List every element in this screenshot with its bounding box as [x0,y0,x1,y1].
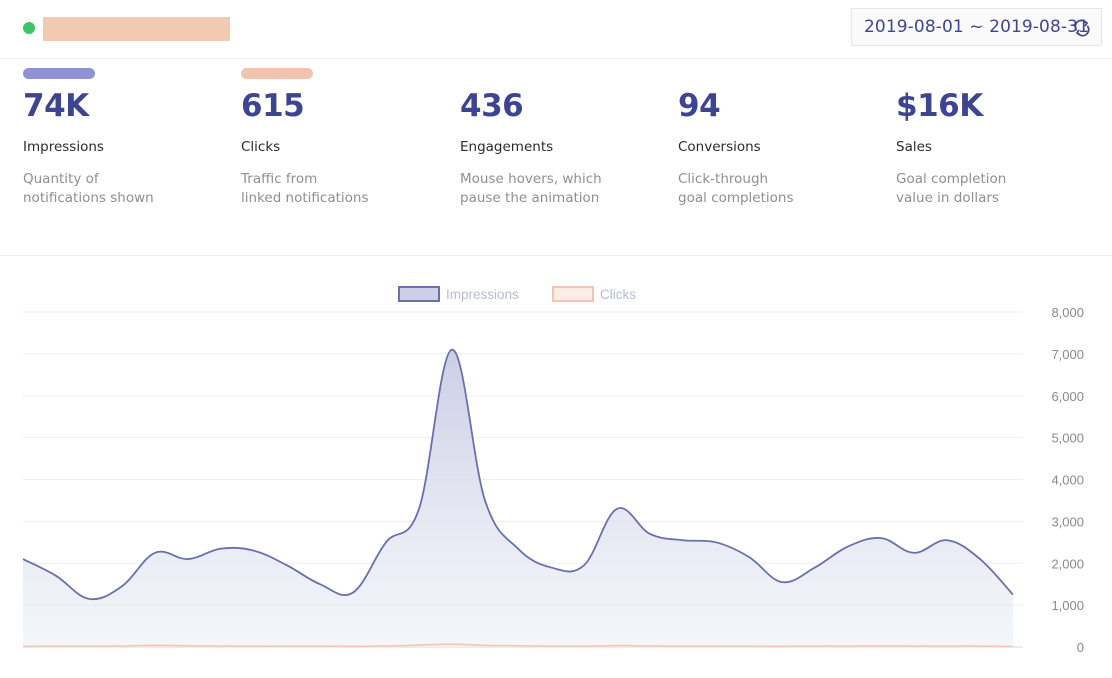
y-axis-ticks: 0 1,000 2,000 3,000 4,000 5,000 6,000 7,000 8,00… [1051,305,1084,655]
date-range-text: 2019-08-01 ~ 2019-08-31 [864,17,1089,37]
y-tick-label: 7,000 [1051,347,1084,362]
stat-legend-bar [241,68,313,79]
status-indicator [23,22,35,34]
stat-value: 436 [460,88,524,124]
legend-label: Impressions [446,287,519,302]
stat-description-line: notifications shown [23,190,154,206]
stat-description-line: pause the animation [460,190,600,206]
legend-swatch [552,286,594,302]
stat-description-line: Traffic from [241,171,318,187]
legend-item-clicks[interactable]: Clicks [552,286,636,302]
stat-description: Click-through goal completions [678,170,794,208]
stat-value: $16K [896,88,983,124]
y-tick-label: 6,000 [1051,389,1084,404]
chart-series [22,348,1014,648]
stat-description: Quantity of notifications shown [23,170,154,208]
stat-description-line: Quantity of [23,171,99,187]
y-tick-label: 2,000 [1051,556,1084,571]
stat-description-line: linked notifications [241,190,369,206]
redacted-site-title [43,17,230,41]
y-tick-label: 1,000 [1051,598,1084,613]
stat-value: 94 [678,88,721,124]
y-tick-label: 8,000 [1051,305,1084,320]
stat-label: Clicks [241,139,281,155]
series-line-impressions [22,348,1014,601]
y-tick-label: 3,000 [1051,514,1084,529]
legend-label: Clicks [600,287,636,302]
stat-description-line: Click-through [678,171,769,187]
stat-label: Impressions [23,139,104,155]
stat-value: 74K [23,88,89,124]
chart-legend[interactable]: Impressions Clicks [398,286,636,302]
stat-description-line: goal completions [678,190,794,206]
stat-label: Engagements [460,139,554,155]
dashboard-header: 2019-08-01 ~ 2019-08-31 [0,0,1112,59]
stat-label: Conversions [678,139,761,155]
stat-description: Traffic from linked notifications [241,170,369,208]
y-tick-label: 4,000 [1051,473,1084,488]
stat-description-line: Mouse hovers, which [460,171,602,187]
stat-value: 615 [241,88,305,124]
stat-description: Mouse hovers, which pause the animation [460,170,602,208]
legend-swatch [398,286,440,302]
refresh-icon[interactable] [1072,18,1092,38]
area-chart: 0 1,000 2,000 3,000 4,000 5,000 6,000 7,000 8,00… [22,286,1084,655]
stats-row: 74K Impressions Quantity of notification… [0,60,1112,256]
stat-label: Sales [896,139,932,155]
y-tick-label: 5,000 [1051,431,1084,446]
stat-legend-bar [23,68,95,79]
stat-description: Goal completion value in dollars [896,170,1006,208]
stat-description-line: value in dollars [896,190,999,206]
series-area-impressions [23,349,1013,647]
date-range-picker[interactable]: 2019-08-01 ~ 2019-08-31 [851,8,1102,46]
y-tick-label: 0 [1077,640,1084,655]
stat-description-line: Goal completion [896,171,1007,187]
legend-item-impressions[interactable]: Impressions [398,286,519,302]
impressions-clicks-chart: 0 1,000 2,000 3,000 4,000 5,000 6,000 7,000 8,00… [0,257,1112,678]
